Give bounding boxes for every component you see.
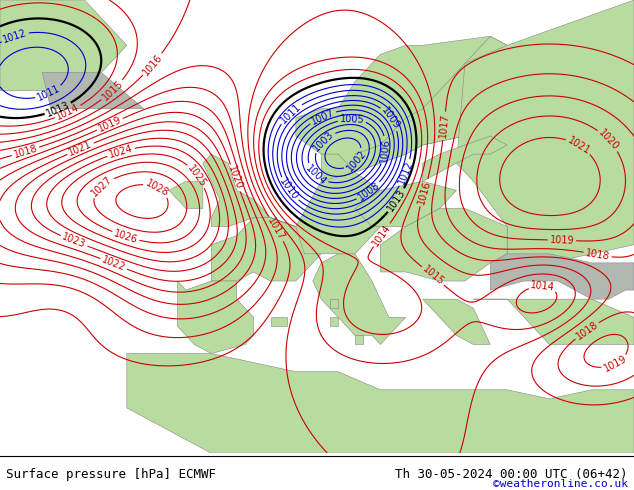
Text: 1020: 1020 (226, 165, 244, 191)
Text: ©weatheronline.co.uk: ©weatheronline.co.uk (493, 479, 628, 489)
Text: 1021: 1021 (566, 135, 592, 156)
Text: 1016: 1016 (141, 52, 164, 77)
Text: 1019: 1019 (602, 354, 628, 374)
Text: 1012: 1012 (396, 160, 415, 186)
Polygon shape (313, 254, 406, 344)
Text: 1015: 1015 (100, 78, 125, 102)
Text: 1004: 1004 (304, 163, 328, 187)
Text: 1017: 1017 (438, 113, 450, 139)
Polygon shape (423, 299, 490, 344)
Text: Surface pressure [hPa] ECMWF: Surface pressure [hPa] ECMWF (6, 468, 216, 481)
Text: 1016: 1016 (416, 179, 432, 206)
Polygon shape (355, 336, 363, 344)
Text: 1022: 1022 (100, 254, 127, 273)
Polygon shape (321, 154, 355, 181)
Text: 1011: 1011 (36, 84, 62, 103)
Polygon shape (423, 136, 507, 181)
Text: 1020: 1020 (597, 128, 621, 152)
Text: 1025: 1025 (186, 163, 209, 189)
Text: 1027: 1027 (89, 174, 114, 198)
Text: 1018: 1018 (12, 143, 39, 160)
Polygon shape (0, 0, 127, 91)
Polygon shape (169, 181, 203, 209)
Text: 1014: 1014 (530, 280, 555, 293)
Polygon shape (211, 218, 321, 281)
Polygon shape (330, 318, 338, 326)
Text: 1018: 1018 (574, 319, 600, 342)
Text: 1013: 1013 (45, 100, 71, 119)
Text: 1014: 1014 (371, 222, 393, 248)
Polygon shape (456, 0, 634, 272)
Polygon shape (178, 281, 254, 354)
Polygon shape (490, 254, 634, 299)
Polygon shape (474, 299, 634, 344)
Text: 1005: 1005 (339, 114, 365, 125)
Text: 1012: 1012 (2, 27, 28, 45)
Text: 1003: 1003 (311, 129, 335, 153)
Text: 1017: 1017 (266, 216, 287, 242)
Text: 1018: 1018 (585, 248, 611, 262)
Text: 1010: 1010 (278, 177, 301, 202)
Text: 1026: 1026 (112, 228, 139, 245)
Polygon shape (203, 154, 271, 226)
Polygon shape (127, 354, 634, 453)
Text: Th 30-05-2024 00:00 UTC (06+42): Th 30-05-2024 00:00 UTC (06+42) (395, 468, 628, 481)
Text: 1008: 1008 (356, 180, 382, 203)
Polygon shape (355, 36, 507, 172)
Text: 1023: 1023 (61, 232, 87, 250)
Text: 1028: 1028 (144, 178, 170, 198)
Text: 1007: 1007 (309, 107, 336, 126)
Text: 1009: 1009 (380, 105, 402, 131)
Text: 1006: 1006 (379, 137, 391, 163)
Polygon shape (271, 172, 380, 254)
Polygon shape (42, 73, 144, 109)
Text: 1014: 1014 (55, 102, 81, 122)
Text: 1019: 1019 (96, 115, 123, 134)
Text: 1013: 1013 (385, 188, 408, 214)
Text: 1021: 1021 (67, 139, 94, 158)
Polygon shape (355, 181, 456, 226)
Text: 1002: 1002 (344, 148, 368, 173)
Text: 1019: 1019 (550, 235, 574, 245)
Polygon shape (380, 209, 507, 281)
Polygon shape (296, 36, 507, 172)
Text: 1024: 1024 (108, 144, 134, 160)
Text: 1011: 1011 (278, 101, 303, 125)
Text: 1015: 1015 (420, 264, 446, 288)
Polygon shape (271, 318, 287, 326)
Polygon shape (330, 299, 338, 308)
